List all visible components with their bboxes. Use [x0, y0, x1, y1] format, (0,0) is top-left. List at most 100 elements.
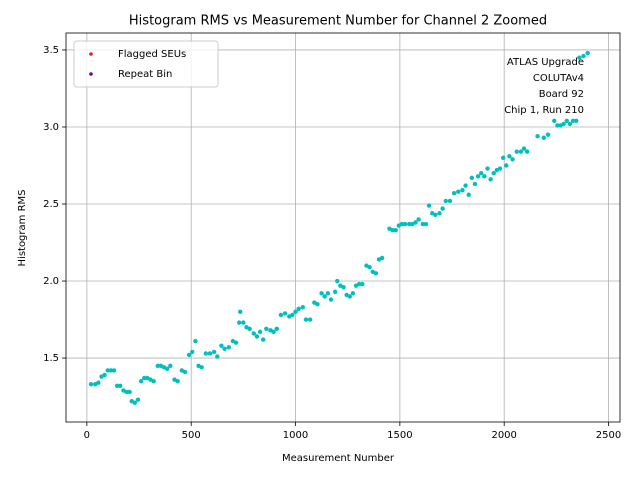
point	[564, 118, 569, 124]
point	[585, 50, 590, 56]
point	[555, 123, 560, 128]
point	[124, 389, 129, 395]
x-tick-label: 1500	[387, 430, 412, 441]
point	[482, 174, 487, 179]
point	[182, 369, 188, 375]
point	[319, 291, 324, 296]
point	[236, 320, 242, 325]
legend-marker	[89, 52, 93, 56]
point	[332, 289, 338, 295]
point	[479, 170, 484, 176]
x-tick-label: 2500	[596, 430, 621, 441]
point	[142, 375, 147, 381]
point	[573, 118, 579, 124]
point	[296, 306, 301, 311]
point	[102, 372, 107, 378]
point	[341, 284, 346, 290]
point	[108, 368, 114, 373]
point	[132, 400, 138, 405]
point	[88, 382, 94, 387]
point	[238, 309, 243, 315]
legend: Flagged SEUs Repeat Bin	[73, 40, 219, 88]
annotation-line: Chip 1, Run 210	[504, 105, 584, 116]
point	[155, 363, 161, 368]
point	[466, 192, 471, 197]
point	[440, 206, 445, 211]
point	[373, 271, 379, 276]
point	[215, 354, 220, 359]
point	[325, 291, 331, 296]
point	[570, 118, 576, 124]
x-axis-label: Measurement Number	[282, 453, 395, 464]
point	[241, 320, 246, 325]
point	[264, 326, 269, 331]
point	[521, 146, 527, 151]
point	[402, 221, 408, 227]
plot-frame	[65, 32, 621, 423]
point	[423, 221, 429, 227]
point	[518, 149, 524, 154]
point	[322, 294, 327, 299]
point	[443, 198, 448, 204]
chart-title: Histogram RMS vs Measurement Number for …	[129, 14, 547, 29]
annotation-line: COLUTAv4	[533, 73, 584, 84]
point	[413, 220, 418, 225]
point	[135, 397, 141, 402]
point	[469, 175, 475, 181]
grid: 0 500 1000 1500 2000 2500 1.5 2.0 2.5 3.0 3.5	[43, 33, 621, 441]
point	[290, 312, 295, 318]
x-tick-label: 500	[182, 430, 201, 441]
point	[105, 368, 110, 373]
point	[463, 183, 468, 188]
point	[168, 363, 173, 368]
point	[356, 281, 362, 287]
point	[393, 227, 398, 233]
x-tick-label: 1000	[283, 430, 308, 441]
legend-box	[73, 40, 219, 88]
y-tick-label: 2.0	[43, 276, 59, 287]
point	[190, 349, 195, 355]
point	[567, 121, 573, 127]
point	[451, 191, 457, 196]
point	[328, 297, 334, 302]
point	[577, 55, 582, 60]
point	[390, 227, 395, 233]
point	[407, 221, 412, 227]
point	[165, 366, 170, 372]
legend-label: Repeat Bin	[118, 69, 172, 80]
point	[456, 189, 461, 194]
point	[472, 181, 478, 187]
annotation-line: ATLAS Upgrade	[507, 57, 584, 68]
point	[96, 380, 101, 385]
point	[114, 383, 120, 388]
point	[186, 352, 192, 358]
point	[271, 329, 276, 335]
point	[219, 343, 224, 348]
point	[175, 378, 180, 384]
point	[151, 378, 156, 384]
point	[118, 383, 123, 388]
y-tick-label: 1.5	[43, 353, 59, 364]
point	[207, 351, 213, 356]
point	[399, 221, 405, 227]
x-tick-label: 0	[84, 430, 90, 441]
y-tick-label: 2.5	[43, 199, 59, 210]
point	[278, 312, 284, 318]
point	[347, 294, 352, 299]
point	[504, 163, 509, 168]
point	[199, 365, 204, 370]
point	[545, 132, 551, 137]
point	[507, 154, 512, 159]
point	[127, 389, 132, 395]
point	[500, 155, 506, 160]
point	[475, 174, 481, 179]
point	[485, 166, 490, 171]
point	[350, 291, 356, 296]
annotation: ATLAS Upgrade COLUTAv4 Board 92 Chip 1, Run…	[504, 57, 584, 116]
point	[360, 281, 365, 287]
marks	[88, 50, 590, 405]
point	[251, 331, 256, 336]
point	[300, 305, 306, 310]
point	[247, 326, 252, 331]
